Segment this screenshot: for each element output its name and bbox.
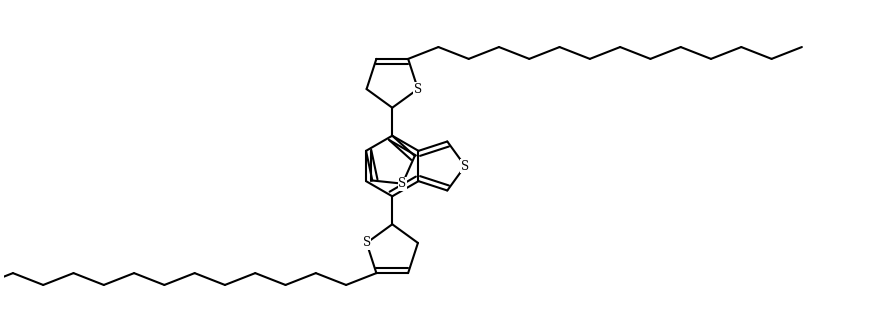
Text: S: S	[362, 236, 371, 249]
Text: S: S	[414, 83, 421, 96]
Text: S: S	[460, 159, 469, 173]
Text: S: S	[398, 177, 406, 190]
